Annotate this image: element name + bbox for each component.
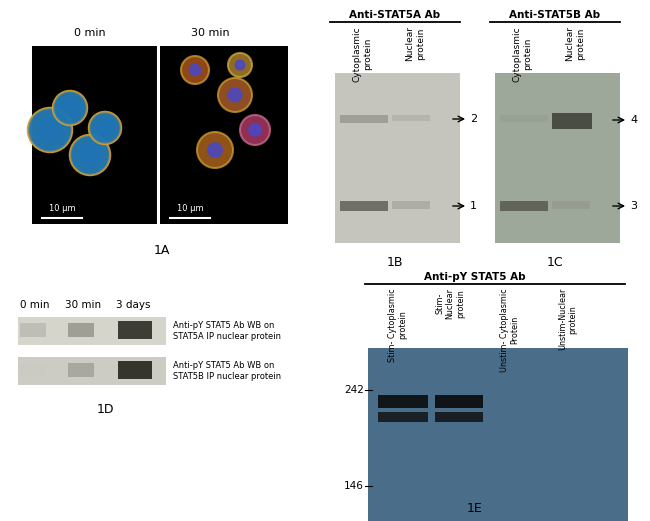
Bar [20, 323, 46, 337]
Text: 146: 146 [344, 481, 364, 491]
Text: Stim- Cytoplasmic
protein: Stim- Cytoplasmic protein [388, 288, 408, 362]
Bar [500, 115, 548, 122]
Bar [378, 395, 428, 408]
Bar [368, 348, 628, 521]
Bar [32, 46, 158, 224]
Bar [118, 361, 152, 379]
Circle shape [70, 135, 110, 175]
Text: Cytoplasmic
protein: Cytoplasmic protein [352, 26, 372, 82]
Text: Nuclear
protein: Nuclear protein [406, 26, 424, 61]
Text: 10 μm: 10 μm [177, 204, 203, 213]
Bar [68, 323, 94, 337]
Bar [500, 201, 548, 211]
Text: Stim-
Nuclear
protein: Stim- Nuclear protein [435, 288, 465, 319]
Text: 3: 3 [630, 201, 637, 211]
Bar [18, 317, 166, 345]
Circle shape [89, 112, 121, 144]
Circle shape [28, 108, 72, 152]
Text: Unstim- Cytoplasmic
Protein: Unstim- Cytoplasmic Protein [500, 288, 520, 371]
Bar [118, 321, 152, 339]
Circle shape [79, 144, 101, 166]
Circle shape [28, 108, 72, 152]
Bar [68, 363, 94, 377]
Bar [495, 73, 620, 243]
Bar [552, 201, 590, 209]
Text: 1: 1 [470, 201, 477, 211]
Text: 30 min: 30 min [190, 28, 229, 38]
Bar [340, 201, 388, 211]
Circle shape [235, 60, 245, 70]
Bar [335, 73, 460, 243]
Circle shape [240, 115, 270, 145]
Circle shape [70, 135, 110, 175]
Text: Unstim-Nuclear
protein: Unstim-Nuclear protein [558, 288, 578, 351]
Text: 0 min: 0 min [20, 300, 50, 310]
Text: 30 min: 30 min [65, 300, 101, 310]
Text: 242: 242 [344, 385, 364, 395]
Circle shape [189, 65, 201, 76]
Circle shape [53, 91, 87, 125]
Text: Anti-pY STAT5 Ab: Anti-pY STAT5 Ab [424, 272, 526, 282]
Circle shape [89, 112, 121, 144]
Text: 1B: 1B [387, 256, 403, 269]
Bar [378, 412, 428, 422]
Circle shape [53, 91, 87, 125]
Bar [392, 115, 430, 121]
Text: 1C: 1C [547, 256, 564, 269]
Text: Cytoplasmic
protein: Cytoplasmic protein [512, 26, 532, 82]
Bar [340, 115, 388, 123]
Text: 4: 4 [630, 115, 637, 125]
Text: Anti-STAT5A Ab: Anti-STAT5A Ab [350, 10, 441, 20]
Circle shape [28, 108, 72, 152]
Circle shape [218, 78, 252, 112]
Circle shape [249, 124, 261, 136]
Text: Anti-STAT5B Ab: Anti-STAT5B Ab [510, 10, 601, 20]
Bar [392, 201, 430, 209]
Bar [552, 113, 592, 129]
Text: 3 days: 3 days [116, 300, 150, 310]
Circle shape [60, 98, 79, 117]
Text: Nuclear
protein: Nuclear protein [566, 26, 585, 61]
Circle shape [208, 143, 222, 157]
Circle shape [228, 88, 242, 102]
Bar [435, 412, 483, 422]
Text: 10 μm: 10 μm [49, 204, 75, 213]
Circle shape [70, 135, 110, 175]
Text: 0 min: 0 min [74, 28, 106, 38]
Text: Anti-pY STAT5 Ab WB on
STAT5A IP nuclear protein: Anti-pY STAT5 Ab WB on STAT5A IP nuclear… [173, 321, 281, 341]
Bar [160, 46, 288, 224]
Circle shape [38, 118, 62, 142]
Circle shape [96, 119, 114, 137]
Bar [18, 357, 166, 385]
Bar [20, 365, 46, 375]
Circle shape [228, 53, 252, 77]
Text: 1D: 1D [96, 403, 114, 416]
Circle shape [89, 112, 121, 144]
Bar [435, 395, 483, 408]
Text: Anti-pY STAT5 Ab WB on
STAT5B IP nuclear protein: Anti-pY STAT5 Ab WB on STAT5B IP nuclear… [173, 361, 281, 381]
Circle shape [181, 56, 209, 84]
Text: 1A: 1A [154, 244, 170, 257]
Circle shape [197, 132, 233, 168]
Text: 2: 2 [470, 114, 477, 124]
Text: 1E: 1E [467, 502, 483, 515]
Circle shape [53, 91, 87, 125]
